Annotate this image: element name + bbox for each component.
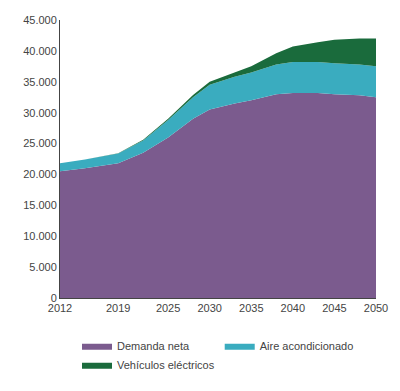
svg-text:2012: 2012 — [48, 302, 72, 314]
svg-text:2050: 2050 — [364, 302, 388, 314]
svg-text:2040: 2040 — [281, 302, 305, 314]
svg-text:20.000: 20.000 — [23, 168, 57, 180]
svg-text:0: 0 — [51, 292, 57, 304]
svg-text:Vehículos eléctricos: Vehículos eléctricos — [117, 359, 215, 371]
svg-text:25.000: 25.000 — [23, 137, 57, 149]
svg-text:30.000: 30.000 — [23, 107, 57, 119]
svg-text:2035: 2035 — [239, 302, 263, 314]
svg-text:35.000: 35.000 — [23, 76, 57, 88]
svg-text:45.000: 45.000 — [23, 14, 57, 26]
svg-text:15.000: 15.000 — [23, 199, 57, 211]
svg-text:2019: 2019 — [106, 302, 130, 314]
svg-text:Demanda neta: Demanda neta — [117, 340, 190, 352]
svg-text:40.000: 40.000 — [23, 45, 57, 57]
svg-text:5.000: 5.000 — [29, 261, 57, 273]
svg-text:Aire acondicionado: Aire acondicionado — [260, 340, 354, 352]
svg-text:2030: 2030 — [197, 302, 221, 314]
svg-text:2025: 2025 — [156, 302, 180, 314]
svg-text:2045: 2045 — [322, 302, 346, 314]
svg-text:10.000: 10.000 — [23, 230, 57, 242]
